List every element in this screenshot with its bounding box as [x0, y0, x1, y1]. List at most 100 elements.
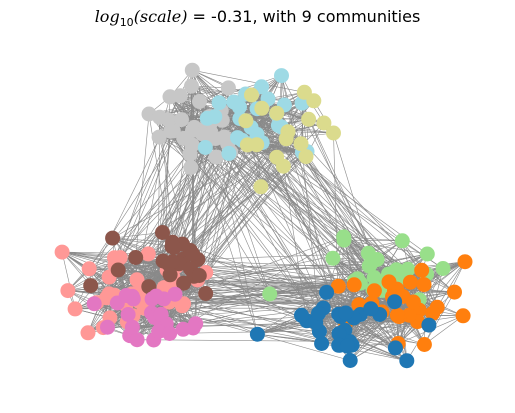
- graph-edge: [178, 263, 380, 286]
- graph-edge: [171, 147, 206, 247]
- node-olive: [301, 111, 317, 127]
- node-light-green: [360, 245, 376, 261]
- node-gray: [216, 129, 232, 145]
- node-olive: [278, 131, 294, 147]
- node-light-blue: [207, 109, 223, 125]
- node-brown: [185, 246, 200, 262]
- node-gray: [176, 130, 192, 146]
- node-gray: [152, 109, 168, 125]
- node-brown: [191, 268, 207, 283]
- node-light-green: [394, 233, 410, 249]
- node-orange: [416, 277, 432, 293]
- node-gray: [183, 159, 199, 175]
- node-orange: [389, 307, 405, 323]
- graph-edge: [326, 240, 345, 293]
- graph-edge: [436, 261, 466, 308]
- node-light-green: [336, 229, 352, 245]
- graph-edge: [352, 344, 407, 361]
- node-olive: [249, 137, 265, 153]
- node-orange: [425, 305, 441, 321]
- node-light-blue: [221, 145, 237, 161]
- node-brown: [165, 254, 180, 270]
- node-light-green: [419, 246, 435, 262]
- node-orchid: [100, 319, 115, 335]
- title-log-base: 10: [119, 16, 134, 30]
- node-gray: [151, 129, 167, 145]
- graph-edge: [257, 315, 302, 335]
- node-brown: [162, 267, 178, 283]
- node-olive: [254, 100, 270, 116]
- graph-edge: [260, 122, 325, 188]
- node-pink: [112, 250, 128, 266]
- title-log: log: [94, 7, 120, 26]
- node-olive: [253, 179, 269, 195]
- graph-edge: [287, 131, 334, 134]
- node-blue: [294, 307, 309, 323]
- graph-edge: [343, 239, 428, 255]
- node-brown: [198, 286, 214, 301]
- node-orange: [416, 337, 432, 352]
- node-olive: [296, 84, 312, 100]
- graph-edge: [194, 87, 229, 128]
- graph-edge: [424, 291, 455, 345]
- node-orange: [455, 308, 471, 324]
- node-blue: [319, 284, 335, 300]
- node-gray: [184, 62, 200, 78]
- node-pink: [140, 246, 156, 262]
- node-brown: [166, 239, 182, 255]
- node-orange: [405, 294, 421, 310]
- title-scale-arg: (scale): [133, 7, 188, 26]
- node-orange: [381, 274, 397, 290]
- node-orange: [346, 277, 362, 293]
- node-orange: [330, 278, 346, 294]
- node-light-blue: [274, 68, 289, 84]
- node-orange: [414, 262, 430, 278]
- node-blue: [314, 336, 330, 351]
- node-orchid: [129, 332, 145, 348]
- node-brown: [128, 250, 144, 265]
- node-gray: [192, 94, 207, 109]
- graph-edge: [315, 322, 429, 326]
- node-blue: [331, 326, 347, 342]
- node-olive: [238, 113, 254, 129]
- node-orange: [366, 283, 382, 299]
- node-light-green: [262, 286, 278, 302]
- graph-edge: [118, 269, 200, 276]
- graph-edge: [343, 239, 403, 242]
- node-orchid: [162, 326, 178, 341]
- node-olive: [298, 149, 314, 165]
- node-orange: [402, 274, 418, 290]
- node-brown: [155, 225, 170, 240]
- node-gray: [163, 123, 179, 139]
- graph-edge: [112, 232, 163, 239]
- graph-edge: [239, 106, 403, 242]
- graph-edge: [192, 69, 234, 103]
- node-light-blue: [254, 79, 270, 95]
- node-blue: [387, 294, 403, 310]
- node-pink: [60, 283, 76, 299]
- graph-edge: [61, 252, 76, 309]
- graph-edge: [151, 312, 340, 334]
- node-light-blue: [211, 95, 227, 111]
- node-pink: [67, 301, 83, 317]
- graph-edge: [205, 147, 270, 295]
- node-orange: [457, 254, 473, 270]
- node-brown: [110, 262, 126, 278]
- graph-edge: [154, 293, 270, 318]
- node-gray: [208, 149, 224, 165]
- node-pink: [174, 298, 190, 314]
- node-orchid: [148, 288, 164, 304]
- node-olive: [269, 149, 285, 165]
- graph-edge: [114, 156, 277, 258]
- node-gray: [174, 112, 189, 128]
- node-pink: [54, 244, 70, 260]
- node-gray: [182, 146, 198, 162]
- node-blue: [338, 305, 354, 321]
- node-light-green: [435, 261, 451, 276]
- node-light-blue: [197, 140, 213, 155]
- title-rest: = -0.31, with 9 communities: [187, 7, 421, 26]
- node-blue: [421, 317, 437, 333]
- node-blue: [311, 305, 326, 321]
- node-olive: [326, 125, 341, 141]
